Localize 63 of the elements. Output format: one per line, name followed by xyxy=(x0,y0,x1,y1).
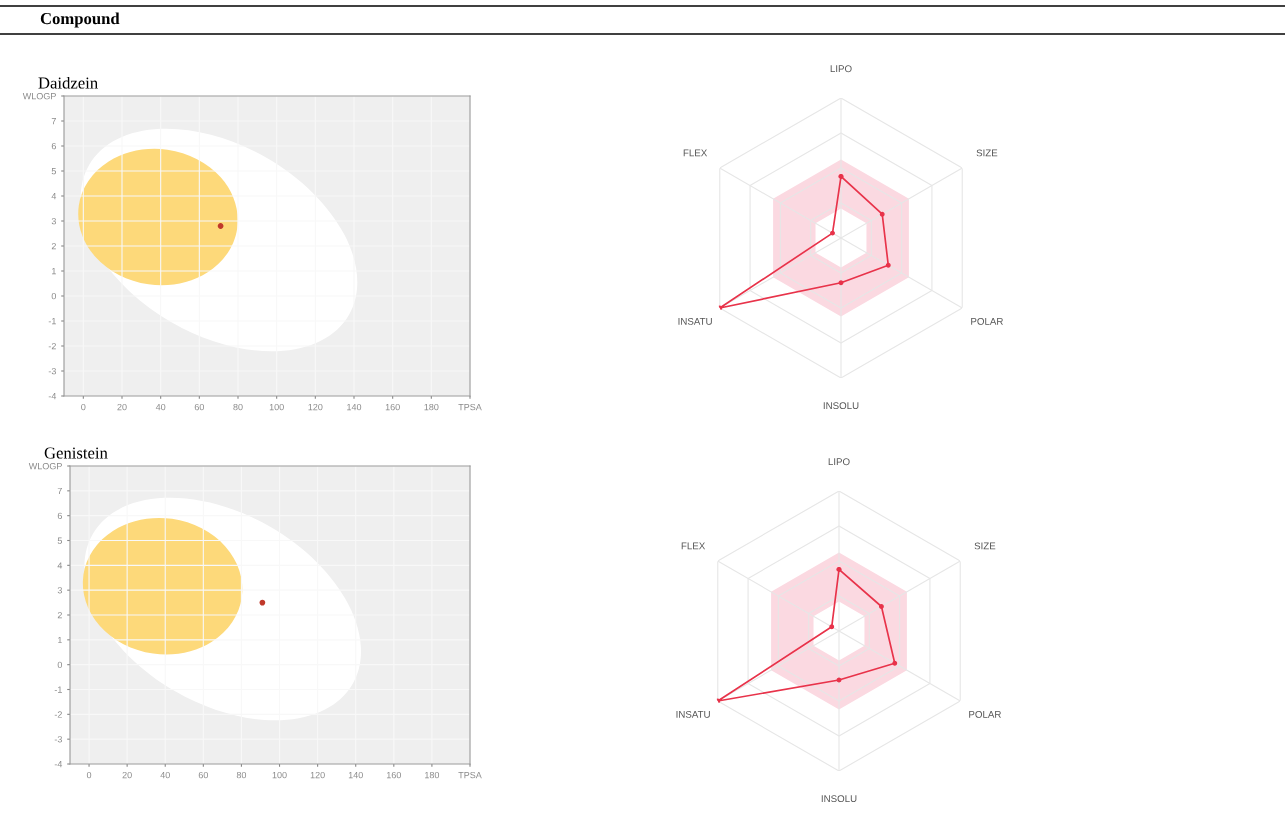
x-tick-label: TPSA xyxy=(458,771,482,779)
y-tick-label: 5 xyxy=(57,537,62,544)
y-tick-label: -4 xyxy=(48,393,57,400)
y-tick-label: WLOGP xyxy=(22,92,56,100)
y-tick-label: -4 xyxy=(54,761,63,768)
x-tick-label: 100 xyxy=(272,771,287,779)
spoke-label: INSATU xyxy=(678,317,712,325)
y-tick-label: 2 xyxy=(51,242,56,250)
y-tick-label: WLOGP xyxy=(28,462,62,470)
y-tick-label: 7 xyxy=(51,118,56,125)
chart-title: Daidzein xyxy=(38,76,98,89)
y-tick-label: 0 xyxy=(57,661,63,669)
y-tick-label: 6 xyxy=(57,512,62,520)
y-tick-label: -1 xyxy=(54,686,62,693)
y-tick-label: -1 xyxy=(48,318,56,325)
x-tick-label: 60 xyxy=(194,403,204,411)
y-tick-label: -2 xyxy=(54,711,62,718)
text: Compound xyxy=(40,12,120,28)
y-tick-label: 5 xyxy=(51,168,56,175)
spoke-label: POLAR xyxy=(971,317,1003,325)
spoke-label: INSOLU xyxy=(823,402,859,410)
x-tick-label: 100 xyxy=(269,403,284,411)
spoke-label: SIZE xyxy=(974,542,996,550)
x-tick-label: 140 xyxy=(347,403,362,411)
x-tick-label: 160 xyxy=(386,771,401,779)
y-tick-label: 6 xyxy=(51,142,56,150)
x-tick-label: 180 xyxy=(425,771,440,779)
y-tick-label: -3 xyxy=(54,736,62,743)
y-tick-label: 1 xyxy=(52,268,56,275)
x-tick-label: 180 xyxy=(424,403,439,411)
y-tick-label: 4 xyxy=(57,562,63,569)
x-tick-label: 140 xyxy=(348,771,363,779)
x-tick-label: 40 xyxy=(160,771,170,779)
spoke-label: POLAR xyxy=(969,710,1001,718)
x-tick-label: 80 xyxy=(236,771,247,779)
x-tick-label: 160 xyxy=(385,403,400,411)
y-tick-label: -3 xyxy=(48,367,56,375)
y-tick-label: 0 xyxy=(51,292,57,300)
x-tick-label: 120 xyxy=(310,771,325,779)
x-tick-label: 20 xyxy=(117,403,127,411)
x-tick-label: 0 xyxy=(86,771,92,779)
spoke-label: INSOLU xyxy=(821,795,857,803)
y-tick-label: 3 xyxy=(57,587,62,594)
spoke-label: LIPO xyxy=(830,65,852,73)
y-tick-label: 7 xyxy=(57,487,62,495)
x-tick-label: 80 xyxy=(233,403,243,411)
y-tick-label: 3 xyxy=(51,217,56,225)
x-tick-label: 0 xyxy=(81,403,86,411)
y-tick-label: 2 xyxy=(57,611,62,619)
x-tick-label: 120 xyxy=(308,403,323,411)
spoke-label: SIZE xyxy=(976,149,998,157)
y-tick-label: 4 xyxy=(51,193,57,200)
chart-title: Genistein xyxy=(44,447,108,459)
x-tick-label: 20 xyxy=(122,771,132,779)
spoke-label: FLEX xyxy=(683,149,708,157)
x-tick-label: 60 xyxy=(198,771,208,779)
y-tick-label: 1 xyxy=(58,636,62,644)
y-tick-label: -2 xyxy=(48,342,56,350)
x-tick-label: 40 xyxy=(155,403,166,411)
spoke-label: INSATU xyxy=(676,710,710,718)
spoke-label: FLEX xyxy=(681,542,706,550)
x-tick-label: TPSA xyxy=(458,403,482,411)
spoke-label: LIPO xyxy=(828,458,850,466)
